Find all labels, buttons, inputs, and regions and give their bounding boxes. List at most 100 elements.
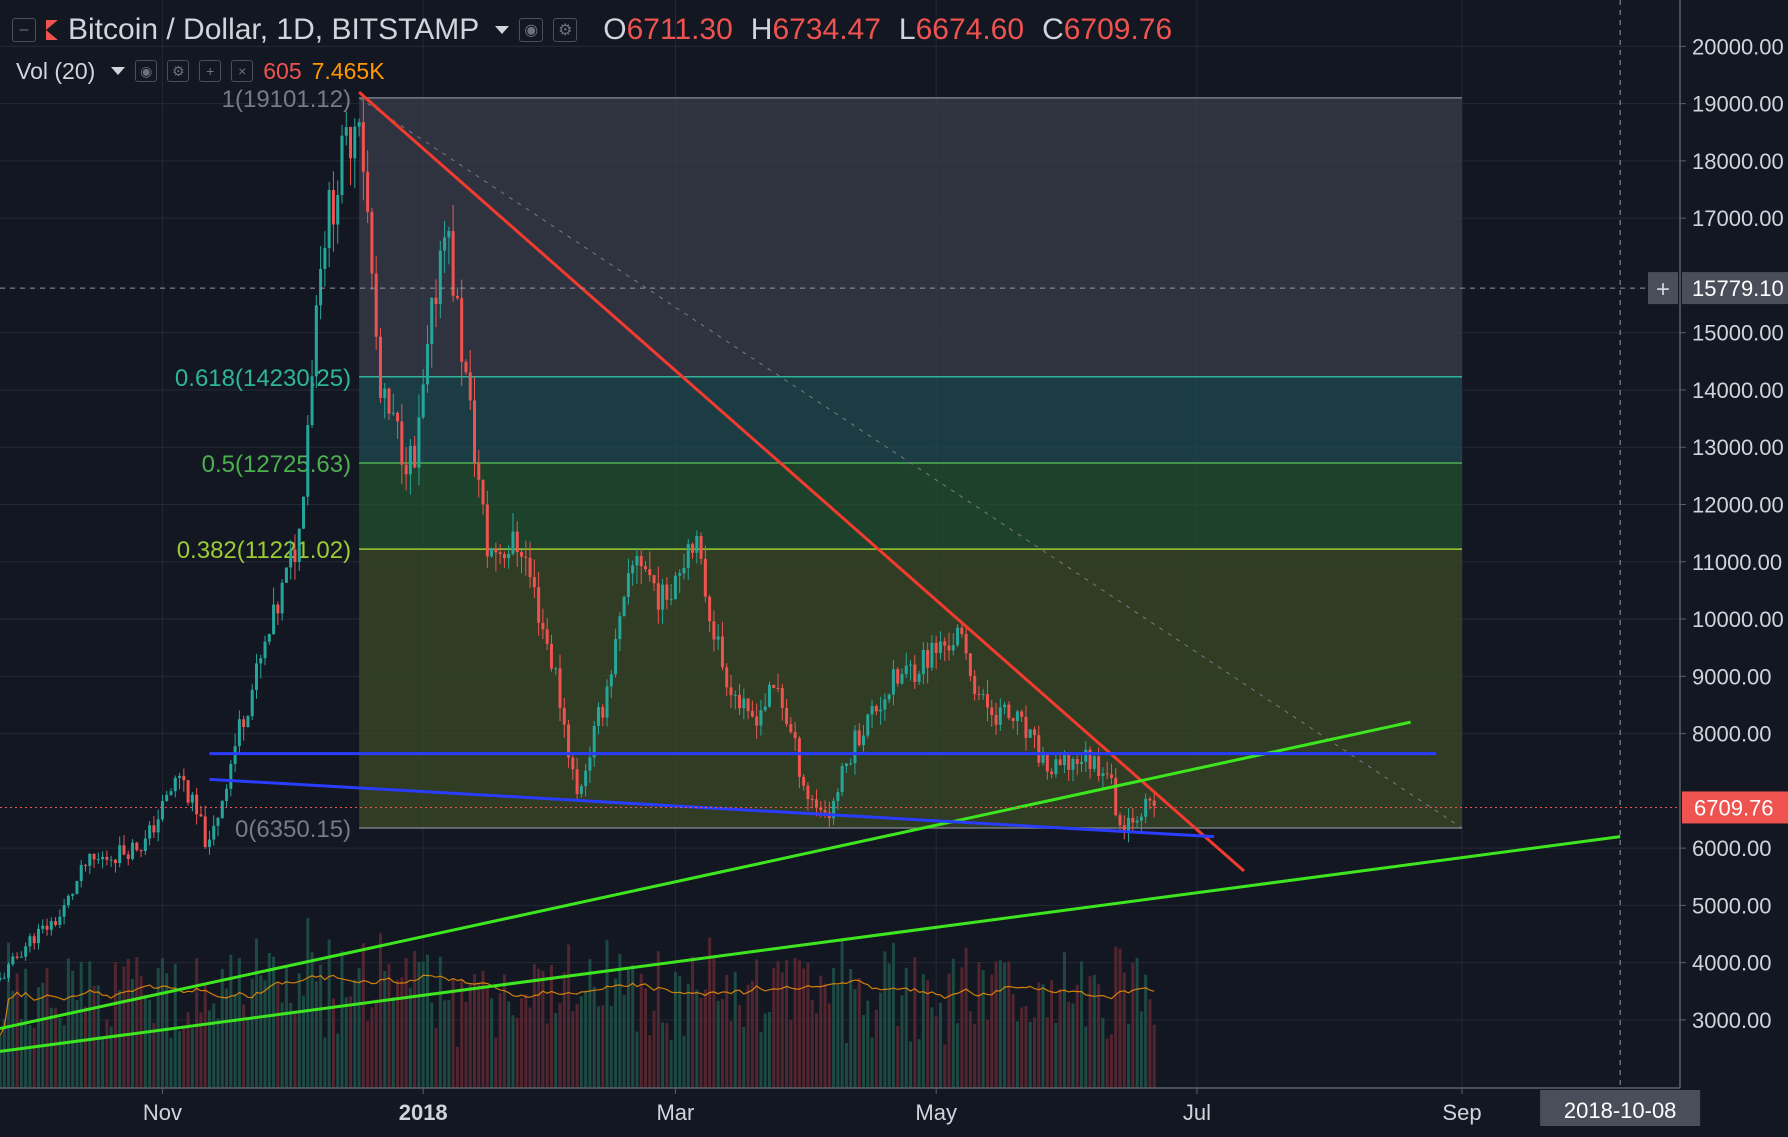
volume-bar [755,959,759,1088]
candle-body [477,462,481,480]
volume-chevron-icon[interactable] [111,67,126,75]
candle-body [887,694,891,700]
volume-bar [272,956,276,1088]
candle-body [601,706,605,718]
volume-bar [233,993,237,1088]
plus-icon[interactable]: + [199,60,222,82]
candle-body [1011,717,1015,722]
candle-body [169,791,173,795]
trendline-green [0,835,1621,1053]
candle-body [152,825,156,833]
collapse-icon[interactable]: – [12,18,36,42]
candle-body [870,706,874,715]
candle-body [725,667,729,688]
volume-bar [524,994,528,1088]
volume-bar [254,938,258,1088]
candle-body [802,776,806,786]
volume-bar [1109,1034,1113,1088]
time-tick-label: Mar [656,1100,694,1125]
candle-body [0,977,2,980]
candle-body [806,785,810,800]
candle-body [644,566,647,570]
eye-icon[interactable]: ◉ [519,18,544,42]
candle-body [485,504,489,557]
volume-bar [532,964,536,1088]
volume-bar [682,1035,686,1088]
volume-bar [746,984,750,1088]
candle-body [374,273,378,337]
symbol-title[interactable]: Bitcoin / Dollar, 1D, BITSTAMP [68,13,480,46]
candle-body [964,634,968,654]
volume-bar [1033,1017,1036,1088]
volume-gear-icon[interactable]: ⚙ [167,60,190,82]
candle-body [430,297,434,345]
volume-bar [738,1005,742,1088]
crosshair-price-label-box [1682,272,1788,305]
volume-bar [1045,1017,1049,1088]
volume-bar [772,967,776,1088]
volume-bar [1062,952,1066,1088]
volume-bar [832,968,836,1088]
volume-bar [71,970,75,1088]
candle-body [836,792,840,801]
candle-body [11,956,15,965]
volume-bar [195,958,199,1088]
candle-body [101,856,105,860]
volume-bar [481,970,485,1088]
candle-body [425,344,429,385]
volume-bar [88,961,92,1088]
candle-body [1054,759,1058,775]
candle-body [772,684,776,688]
candle-body [455,295,459,299]
volume-bar [874,1009,878,1088]
volume-bar [853,989,857,1088]
candle-body [1118,815,1122,826]
candle-body [387,388,391,414]
chevron-down-icon[interactable] [495,26,510,34]
volume-bar [938,1002,942,1088]
volume-bar [930,1007,934,1088]
close-icon[interactable]: × [231,60,254,82]
volume-bar [596,1006,600,1088]
volume-bar [101,1038,105,1088]
candle-body [913,664,917,683]
candle-body [682,567,686,574]
volume-bar [306,918,310,1088]
candle-body [673,575,677,600]
volume-eye-icon[interactable]: ◉ [135,60,158,82]
price-tick-label: 5000.00 [1692,893,1772,918]
candle-body [579,786,583,794]
volume-bar [592,986,596,1088]
candle-body [626,573,630,598]
volume-bar [716,1000,720,1088]
volume-bar [814,1013,818,1088]
volume-bar [113,962,117,1088]
candle-body [1152,800,1156,806]
volume-bar [883,951,887,1088]
close-key: C [1042,13,1064,46]
candle-body [746,698,750,712]
volume-bar [126,959,130,1088]
volume-bar [2,1019,6,1088]
candle-body [669,599,673,601]
volume-bar [515,1017,519,1088]
volume-bar [673,972,677,1088]
candle-body [793,732,797,739]
candle-body [143,838,147,851]
candle-body [498,552,502,554]
candle-body [391,412,395,414]
gear-icon[interactable]: ⚙ [553,18,578,42]
candle-body [904,665,908,674]
candle-body [32,936,36,944]
candle-body [71,893,75,896]
candle-body [614,639,618,675]
candle-body [306,424,310,497]
volume-bar [956,1023,960,1088]
volume-label[interactable]: Vol (20) [16,57,96,84]
volume-bar [216,1018,220,1088]
volume-bar [639,973,643,1088]
volume-bar [1058,988,1062,1088]
volume-bar [96,985,100,1088]
